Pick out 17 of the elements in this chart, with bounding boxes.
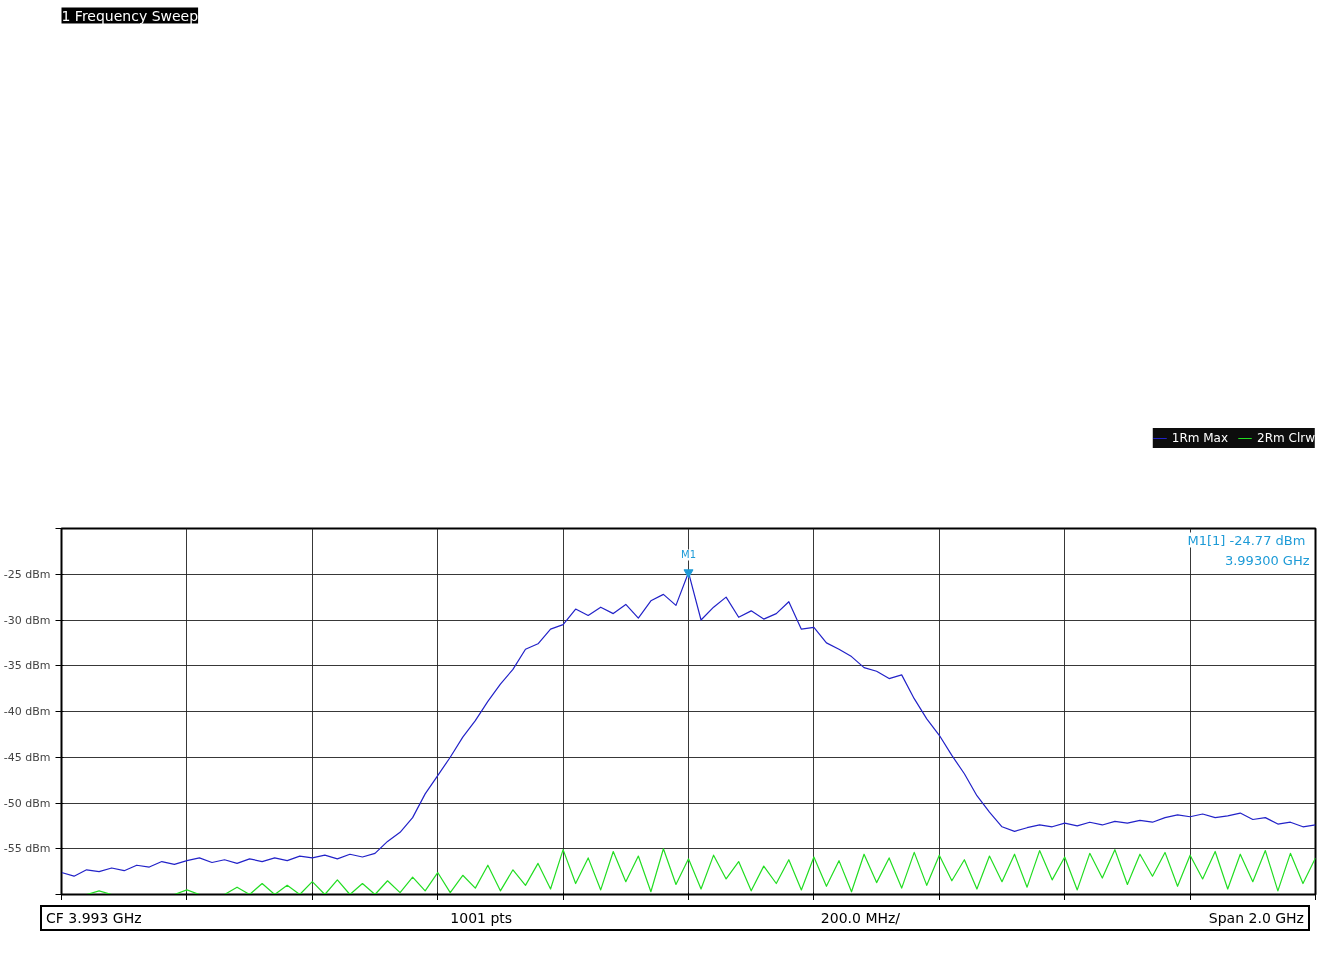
text: Span 2.0 GHz	[1208, 909, 1304, 928]
y-tick-label: -35 dBm	[3, 659, 51, 673]
text: CF 3.993 GHz	[46, 909, 142, 928]
text: 1001 pts	[450, 909, 513, 928]
annotation: 3.99300 GHz	[1224, 552, 1310, 568]
y-tick-label: -25 dBm	[3, 567, 51, 581]
y-tick-label: -45 dBm	[3, 750, 51, 764]
y-tick-label: -55 dBm	[3, 842, 51, 856]
annotation: M1[1] -24.77 dBm	[1187, 532, 1306, 548]
chart-title: 1 Frequency Sweep	[61, 7, 199, 24]
y-tick-label: -50 dBm	[3, 796, 51, 810]
legend-label: 1Rm Max	[1171, 431, 1229, 445]
y-tick-label: -40 dBm	[3, 705, 51, 718]
legend-label: 2Rm Clrw	[1257, 431, 1315, 445]
text: 200.0 MHz/	[820, 909, 901, 928]
annotation: M1	[681, 549, 696, 561]
y-tick-label: -30 dBm	[3, 613, 51, 627]
